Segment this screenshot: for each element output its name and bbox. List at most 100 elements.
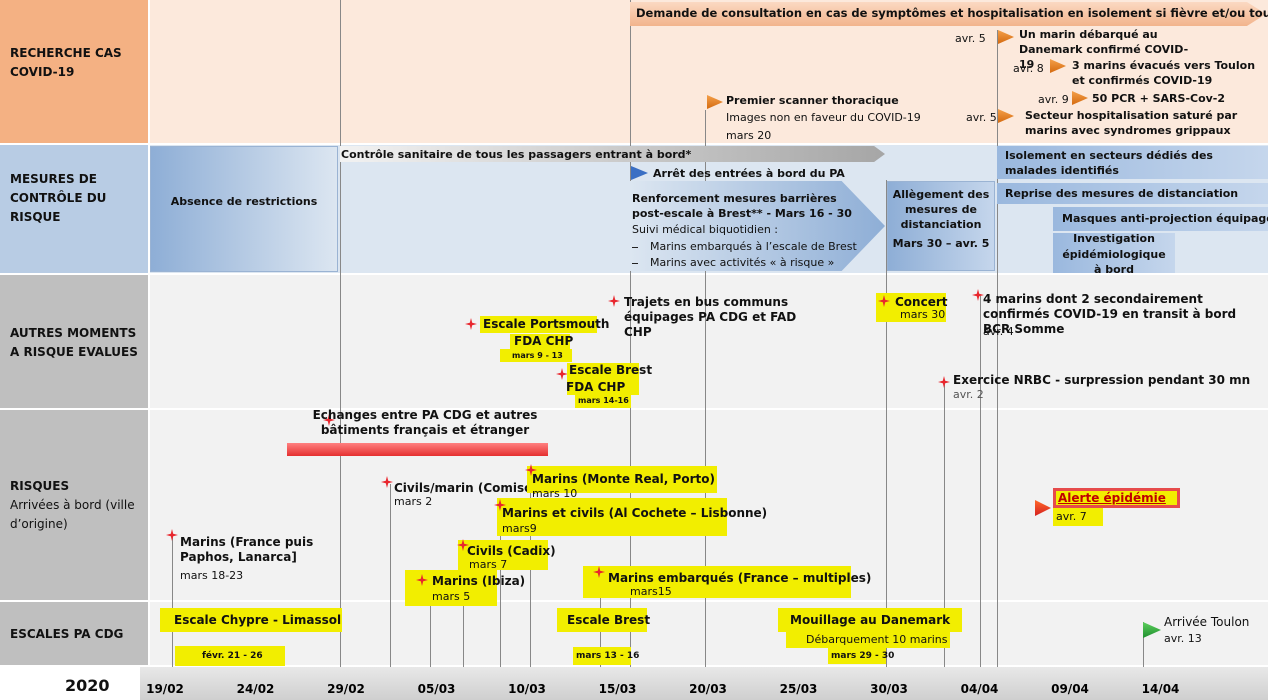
- banner-text: Demande de consultation en cas de symptô…: [636, 6, 1268, 20]
- event-text: 3 marins évacués vers Toulon et confirmé…: [1072, 59, 1256, 87]
- event-text: 4 marins dont 2 secondairement confirmés…: [983, 292, 1237, 336]
- stopover-title: Escale Brest: [567, 613, 651, 627]
- guide-line: [1143, 622, 1144, 667]
- axis-date: 20/03: [689, 682, 727, 696]
- measure-text: Absence de restrictions: [170, 195, 318, 208]
- row-header: [0, 410, 148, 600]
- measure-box: [997, 183, 1268, 204]
- highlight: [500, 349, 572, 362]
- measure-text: Contrôle sanitaire de tous les passagers…: [341, 148, 692, 161]
- event-text: Un marin débarqué au Danemark confirmé C…: [1019, 28, 1189, 71]
- highlight: [160, 608, 342, 632]
- row-header: [0, 275, 148, 408]
- stopover-date: mars 13 - 16: [576, 651, 640, 661]
- axis-date: 24/02: [236, 682, 275, 696]
- alert-text: Alerte épidémie: [1058, 491, 1166, 505]
- highlight: [458, 540, 548, 570]
- arrival-text: Marins et civils (Al Cochete – Lisbonne): [502, 506, 768, 520]
- guide-line: [500, 505, 501, 667]
- event-note: Images non en faveur du COVID-19: [726, 111, 921, 124]
- stopover-title: Mouillage au Danemark: [790, 613, 951, 627]
- axis-date: 15/03: [598, 682, 637, 696]
- event-text: Premier scanner thoracique: [726, 94, 899, 107]
- measure-item: Marins avec activités « à risque »: [650, 256, 835, 269]
- arrival-date: mars15: [630, 585, 672, 598]
- axis-date: 04/04: [960, 682, 999, 696]
- event-text: FDA CHP: [514, 334, 574, 348]
- guide-line: [944, 383, 945, 667]
- event-date: mars 9 - 13: [512, 351, 563, 360]
- row-body: [150, 275, 1268, 408]
- row-title: MESURES DE CONTRÔLE DU RISQUE: [10, 172, 107, 224]
- stopover-date: mars 29 - 30: [831, 651, 895, 661]
- arrival-text: Marins embarqués (France – multiples): [608, 571, 872, 585]
- measure-arrow: [630, 181, 885, 271]
- arrival-text: Marins (France puis Paphos, Lanarca]: [180, 535, 314, 564]
- measure-text: Suivi médical biquotidien :: [632, 223, 779, 236]
- row-header: [0, 145, 148, 273]
- measure-box: [997, 146, 1268, 179]
- event-text: Concert: [895, 295, 948, 309]
- axis-date: 30/03: [870, 682, 908, 696]
- measure-text: Reprise des mesures de distanciation: [1005, 187, 1239, 200]
- highlight: [510, 334, 570, 349]
- event-date: avr. 9: [1038, 93, 1069, 106]
- banner-arrow: [630, 2, 1266, 26]
- measure-box: [887, 181, 995, 271]
- measure-box: [150, 146, 338, 272]
- arrival-date: mars 7: [469, 558, 508, 571]
- alert-box: [1053, 488, 1180, 508]
- stopover-date: avr. 13: [1164, 632, 1202, 645]
- axis-band: [140, 667, 1268, 700]
- measure-text: Allègement des mesures de distanciation: [892, 188, 990, 231]
- event-date: mars 30: [900, 308, 946, 321]
- event-text: Escale Brest: [569, 363, 653, 377]
- guide-line: [340, 0, 341, 667]
- row-subtitle: Arrivées à bord (ville d’origine): [10, 498, 135, 531]
- axis-date: 19/02: [146, 682, 184, 696]
- row-header: [0, 602, 148, 665]
- event-text: 50 PCR + SARS-Cov-2: [1092, 92, 1226, 105]
- guide-line: [390, 484, 391, 667]
- axis-year: 2020: [65, 676, 110, 695]
- event-text: Escale Portsmouth: [483, 317, 610, 331]
- stopover-title: Arrivée Toulon: [1164, 615, 1250, 629]
- event-text: Trajets en bus communs équipages PA CDG …: [624, 295, 797, 339]
- guide-line: [997, 30, 998, 667]
- guide-line: [463, 545, 464, 667]
- axis-date: 14/04: [1141, 682, 1180, 696]
- measure-text: Investigation épidémiologique à bord: [1062, 232, 1166, 276]
- highlight: [583, 566, 851, 598]
- highlight: [575, 395, 631, 408]
- bullet: [632, 263, 638, 264]
- row-title: RISQUES: [10, 479, 70, 493]
- axis-date: 29/02: [327, 682, 365, 696]
- axis-date: 05/03: [417, 682, 456, 696]
- arrival-text: Marins (Ibiza): [432, 574, 526, 588]
- event-date: avr. 5: [966, 111, 997, 124]
- arrival-text: Civils (Cadix): [467, 544, 556, 558]
- arrival-date: mars9: [502, 522, 537, 535]
- axis-date: 25/03: [779, 682, 818, 696]
- axis-date: 10/03: [508, 682, 546, 696]
- event-date: avr. 4: [983, 325, 1014, 338]
- event-date: mars 14-16: [578, 396, 629, 405]
- guide-line: [630, 0, 631, 667]
- event-date: avr. 2: [953, 388, 984, 401]
- event-date: mars 20: [726, 129, 772, 142]
- stopover-title: Escale Chypre - Limassol: [174, 613, 342, 627]
- arrival-text: Civils/marin (Comiso): [394, 481, 538, 495]
- event-text: Secteur hospitalisation saturé par marin…: [1025, 109, 1238, 137]
- guide-line: [980, 296, 981, 667]
- event-date: avr. 8: [1013, 62, 1044, 75]
- axis-date: 09/04: [1051, 682, 1089, 696]
- measure-date: Mars 30 – avr. 5: [892, 237, 990, 250]
- highlight: [567, 363, 639, 395]
- arrival-date: mars 10: [532, 487, 578, 500]
- highlight: [786, 632, 950, 648]
- bullet: [632, 247, 638, 248]
- measure-text: Renforcement mesures barrières post-esca…: [632, 192, 852, 220]
- arrival-date: mars 2: [394, 495, 433, 508]
